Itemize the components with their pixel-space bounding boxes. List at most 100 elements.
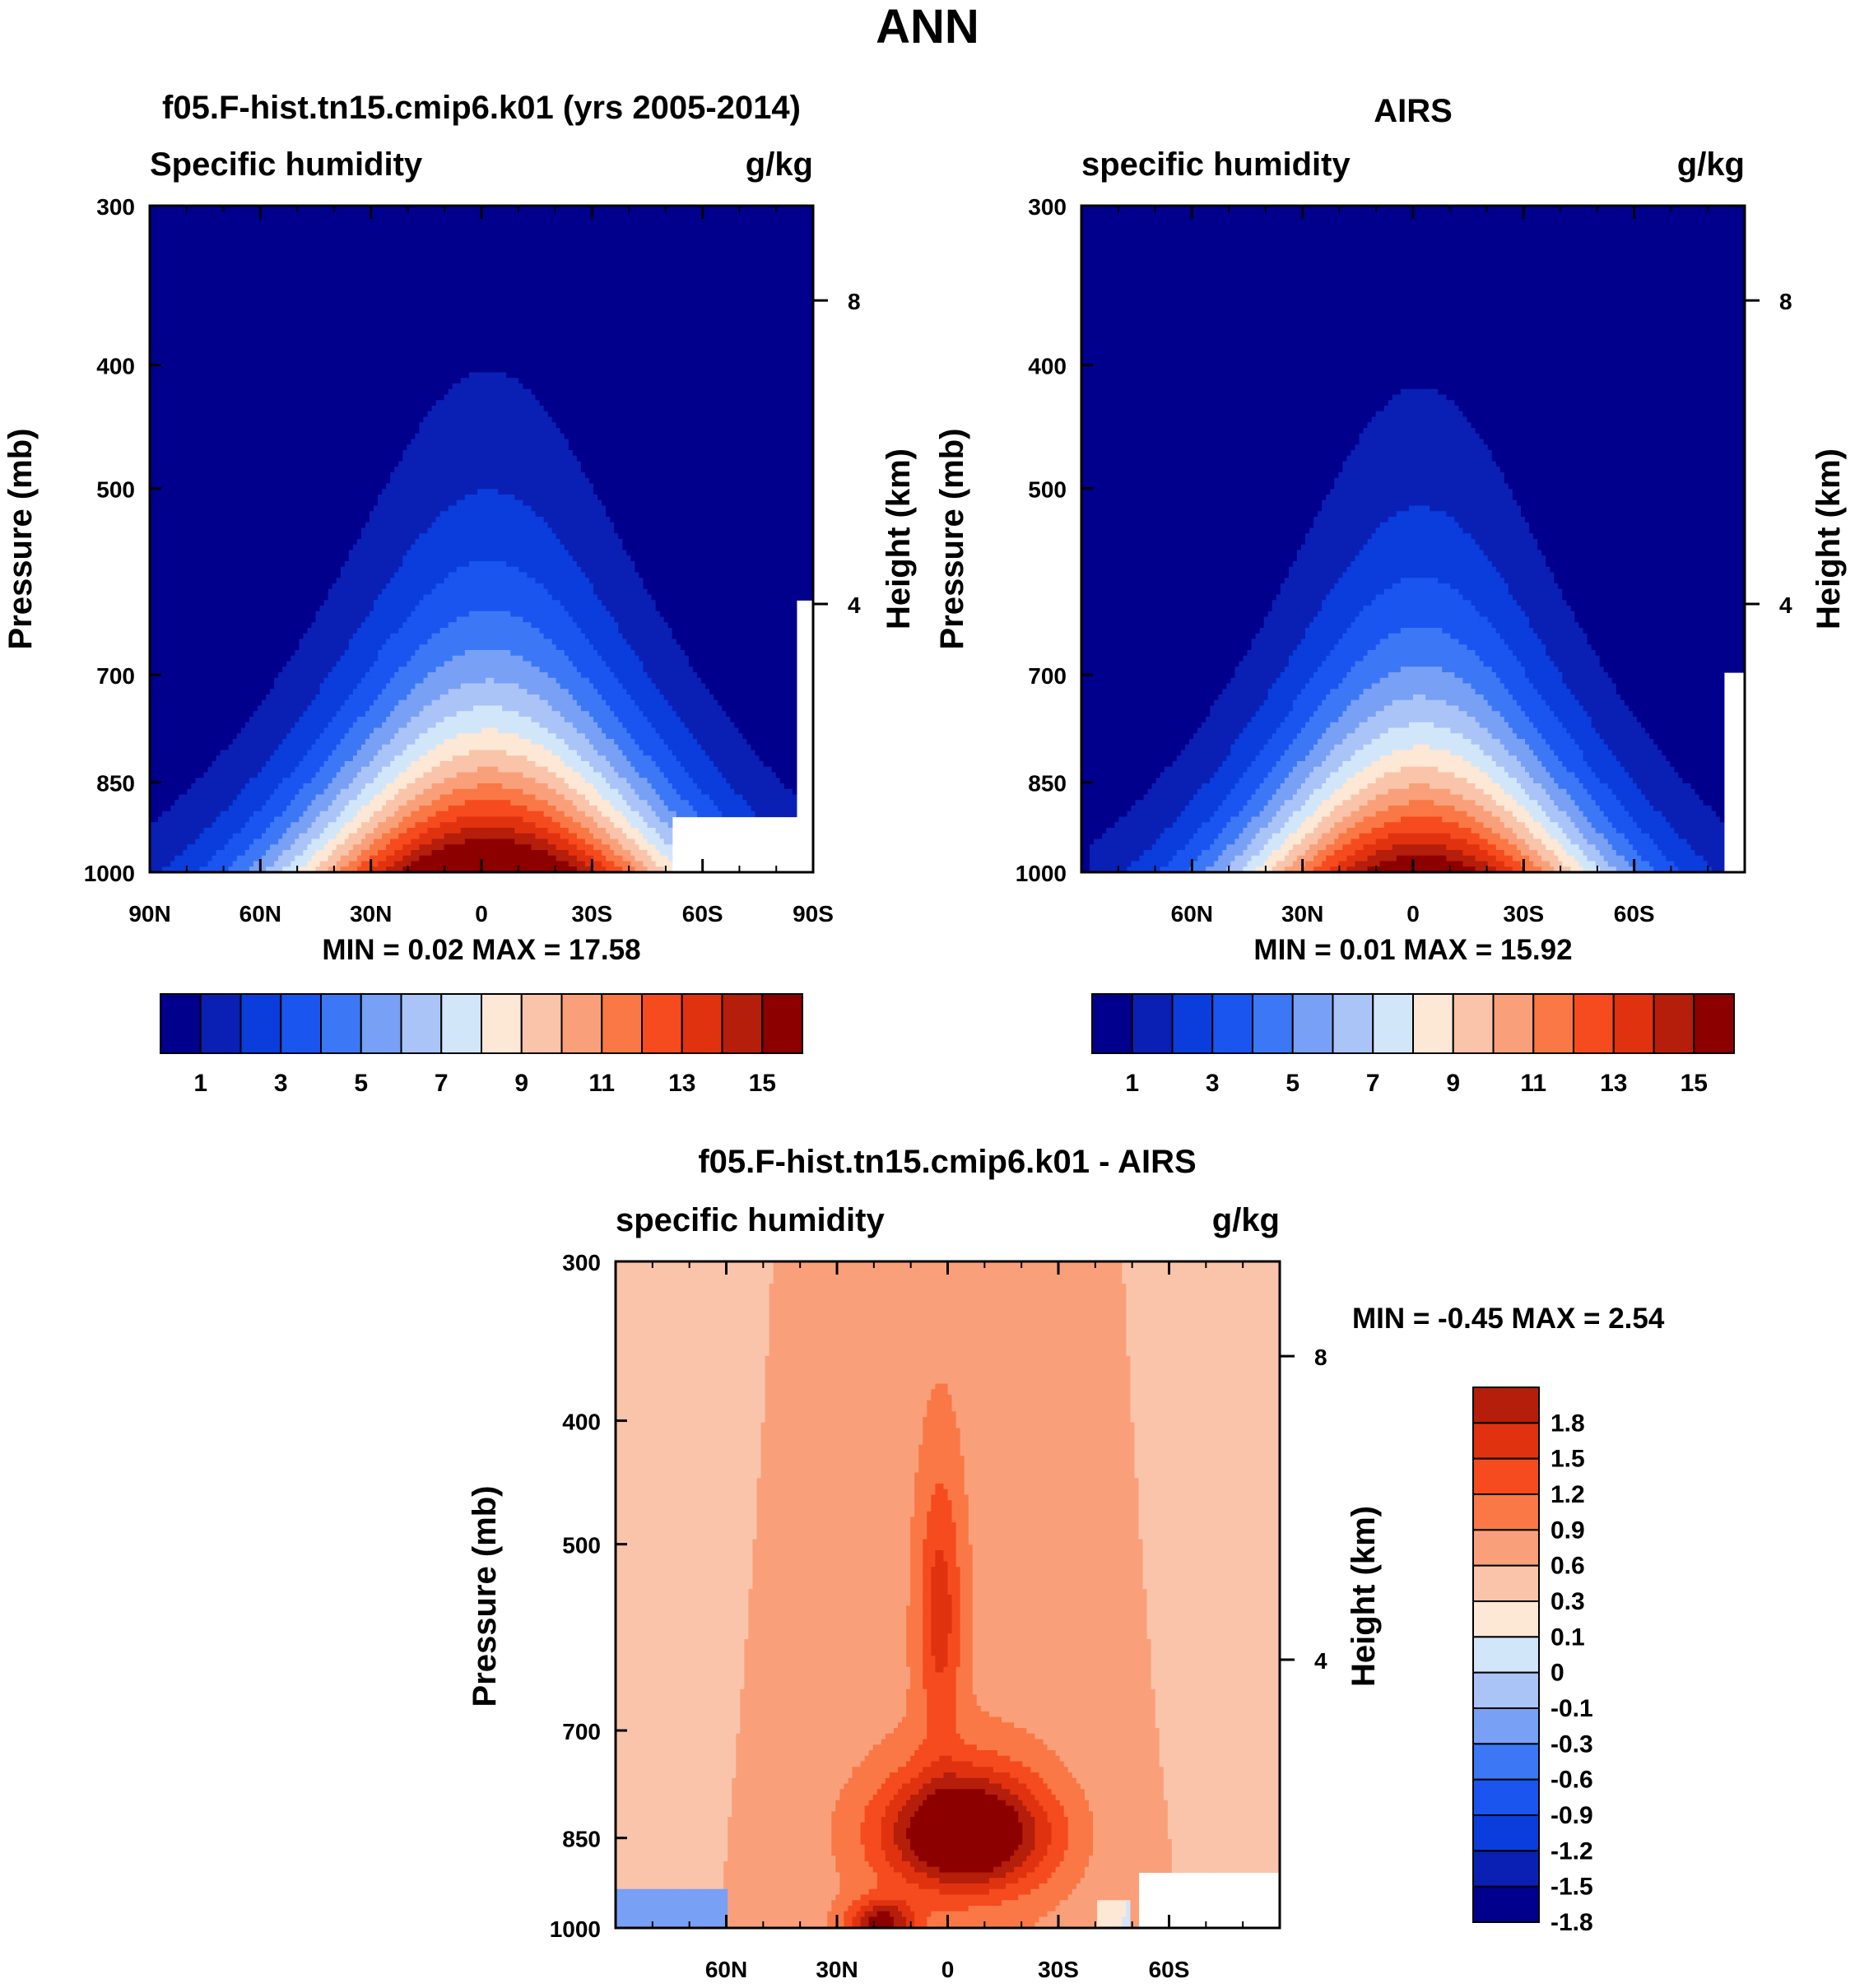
contour-cell [394, 283, 399, 290]
contour-cell [551, 355, 557, 362]
contour-cell [734, 261, 739, 267]
contour-cell [722, 355, 727, 362]
contour-cell [266, 295, 271, 301]
contour-cell [378, 255, 383, 262]
contour-cell [295, 305, 300, 312]
contour-cell [390, 277, 395, 285]
contour-cell [191, 311, 197, 318]
contour-cell [386, 317, 391, 323]
contour-cell [274, 255, 279, 262]
contour-cell [369, 283, 374, 290]
contour-cell [464, 322, 470, 329]
contour-cell [344, 339, 350, 346]
contour-cell [427, 250, 433, 257]
contour-cell [510, 228, 515, 235]
contour-cell [692, 327, 698, 334]
contour-cell [216, 355, 221, 362]
contour-cell [792, 350, 797, 356]
contour-cell [419, 283, 425, 290]
contour-cell [647, 372, 653, 379]
contour-cell [651, 322, 657, 329]
contour-cell [676, 339, 681, 346]
contour-cell [539, 206, 545, 212]
contour-cell [746, 372, 752, 379]
contour-cell [472, 239, 478, 245]
contour-cell [183, 261, 188, 267]
contour-cell [348, 327, 354, 334]
contour-cell [779, 333, 785, 340]
contour-cell [249, 216, 254, 223]
contour-cell [593, 239, 598, 245]
contour-cell [460, 250, 466, 257]
contour-cell [477, 344, 482, 351]
contour-cell [696, 250, 702, 257]
contour-cell [207, 322, 213, 329]
contour-cell [771, 317, 777, 323]
contour-cell [257, 333, 263, 340]
contour-cell [356, 261, 362, 267]
contour-cell [655, 355, 661, 362]
contour-cell [299, 322, 304, 329]
contour-cell [158, 206, 163, 212]
contour-cell [696, 206, 702, 212]
contour-cell [220, 239, 225, 245]
contour-cell [560, 228, 565, 235]
contour-cell [356, 372, 362, 379]
contour-cell [539, 267, 545, 273]
contour-cell [274, 322, 279, 329]
contour-cell [576, 239, 582, 245]
contour-cell [332, 267, 337, 273]
contour-cell [187, 339, 192, 346]
contour-cell [547, 311, 553, 318]
contour-cell [191, 261, 197, 267]
contour-cell [439, 239, 445, 245]
contour-cell [220, 272, 225, 279]
contour-cell [775, 228, 781, 235]
contour-cell [431, 261, 437, 267]
contour-cell [742, 366, 747, 374]
contour-cell [718, 233, 723, 240]
contour-cell [356, 216, 362, 223]
contour-cell [564, 289, 570, 295]
contour-cell [340, 289, 346, 295]
contour-cell [626, 211, 631, 218]
contour-cell [477, 283, 482, 290]
contour-cell [672, 361, 677, 368]
contour-cell [187, 372, 192, 379]
contour-cell [336, 305, 342, 312]
contour-cell [460, 272, 466, 279]
contour-cell [792, 272, 797, 279]
contour-cell [187, 305, 192, 312]
contour-cell [419, 211, 425, 218]
contour-cell [543, 295, 549, 301]
contour-cell [311, 333, 317, 340]
contour-cell [763, 300, 769, 307]
contour-cell [179, 322, 184, 329]
contour-cell [439, 322, 445, 329]
contour-cell [556, 255, 561, 262]
panel-model-units: g/kg [746, 146, 813, 183]
contour-cell [191, 378, 197, 384]
contour-cell [543, 228, 549, 235]
contour-cell [253, 311, 258, 318]
contour-cell [734, 327, 739, 334]
contour-cell [170, 206, 175, 212]
contour-cell [240, 272, 246, 279]
contour-cell [179, 261, 184, 267]
contour-cell [726, 261, 731, 267]
contour-cell [187, 228, 192, 235]
contour-cell [472, 244, 478, 251]
contour-cell [212, 327, 217, 334]
contour-cell [195, 222, 201, 229]
contour-cell [547, 350, 553, 356]
contour-cell [216, 289, 221, 295]
contour-cell [456, 272, 462, 279]
contour-cell [738, 355, 743, 362]
contour-cell [360, 255, 366, 262]
contour-cell [647, 206, 653, 212]
contour-cell [452, 311, 458, 318]
contour-cell [228, 211, 234, 218]
contour-cell [439, 361, 445, 368]
contour-cell [262, 372, 267, 379]
contour-cell [382, 206, 387, 212]
